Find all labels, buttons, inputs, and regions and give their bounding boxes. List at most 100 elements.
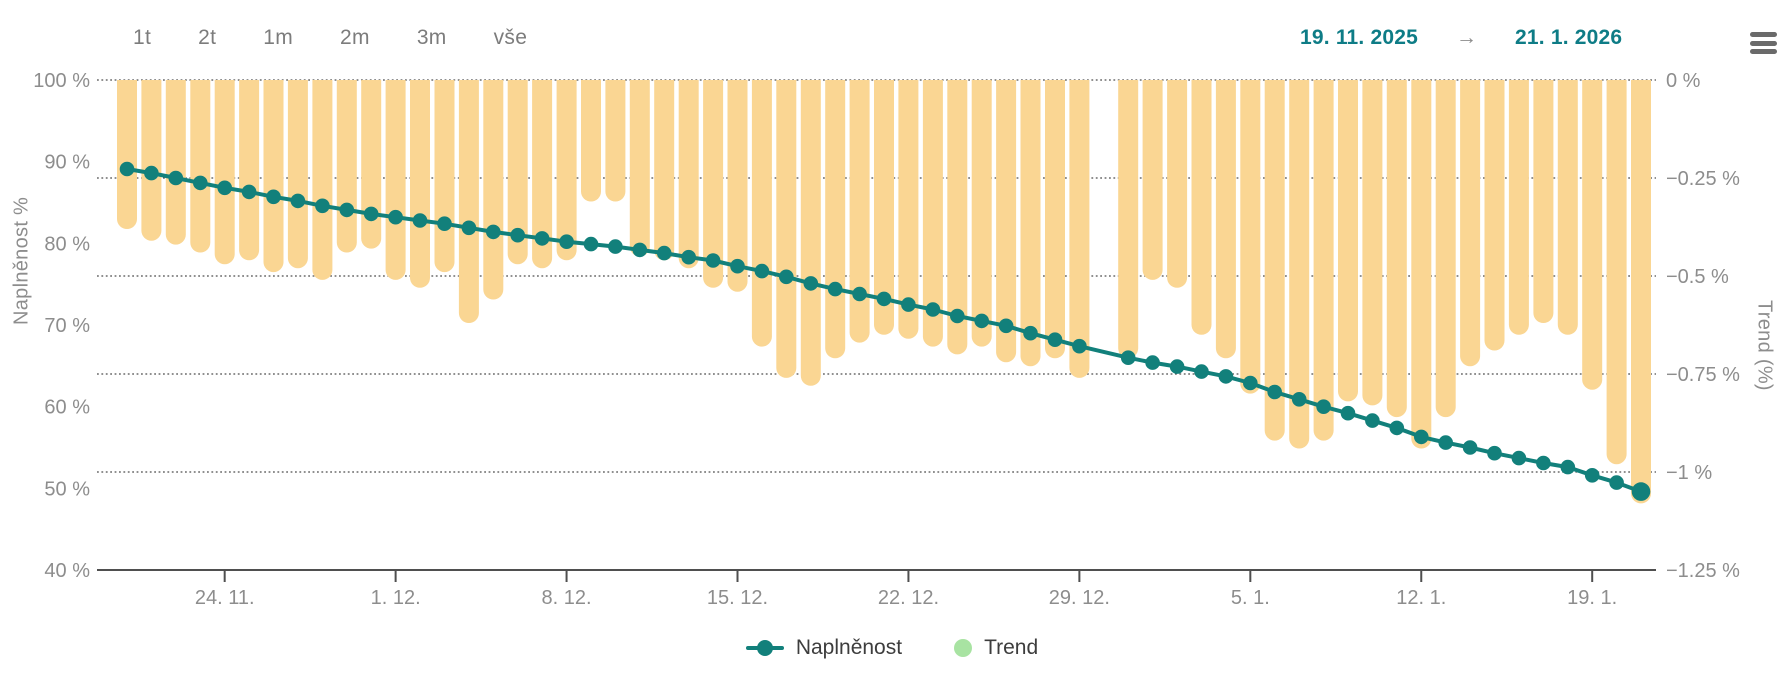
naplnenost-point[interactable] [1609, 475, 1624, 490]
naplnenost-point[interactable] [559, 234, 574, 249]
trend-bar[interactable] [1167, 80, 1188, 288]
legend-item-trend[interactable]: Trend [954, 636, 1038, 660]
trend-bar[interactable] [800, 80, 821, 386]
naplnenost-point[interactable] [730, 258, 745, 274]
naplnenost-point[interactable] [412, 213, 428, 228]
naplnenost-point[interactable] [925, 302, 941, 317]
naplnenost-point[interactable] [950, 308, 965, 324]
legend-item-naplnenost[interactable]: Naplněnost [745, 636, 902, 660]
trend-bar[interactable] [1460, 80, 1481, 367]
trend-bar[interactable] [581, 80, 601, 202]
naplnenost-point[interactable] [876, 291, 892, 307]
trend-bar[interactable] [1264, 80, 1285, 441]
trend-bar[interactable] [458, 80, 479, 324]
trend-bar[interactable] [312, 80, 333, 280]
trend-bar[interactable] [1484, 80, 1505, 351]
naplnenost-point[interactable] [241, 184, 257, 200]
naplnenost-point[interactable] [266, 189, 281, 205]
naplnenost-point[interactable] [1218, 369, 1234, 384]
hamburger-menu-icon[interactable] [1750, 32, 1778, 54]
trend-bar[interactable] [507, 80, 528, 265]
trend-bar[interactable] [1508, 80, 1529, 335]
trend-bar[interactable] [1118, 80, 1139, 359]
trend-bar[interactable] [483, 80, 504, 300]
trend-bar[interactable] [287, 80, 308, 269]
naplnenost-point[interactable] [217, 180, 232, 196]
naplnenost-point[interactable] [1316, 399, 1331, 415]
trend-bar[interactable] [434, 80, 455, 273]
naplnenost-point[interactable] [1169, 359, 1185, 374]
naplnenost-point[interactable] [901, 297, 916, 312]
naplnenost-point[interactable] [144, 165, 159, 181]
naplnenost-point[interactable] [363, 206, 379, 222]
trend-bar[interactable] [239, 80, 260, 261]
naplnenost-point[interactable] [1462, 440, 1478, 455]
trend-bar[interactable] [1020, 80, 1041, 367]
naplnenost-point[interactable] [632, 242, 648, 258]
range-button-vse[interactable]: vše [493, 26, 528, 49]
range-button-3m[interactable]: 3m [416, 26, 447, 49]
trend-bar[interactable] [703, 80, 724, 288]
trend-bar[interactable] [190, 80, 211, 253]
trend-bar[interactable] [1435, 80, 1456, 418]
naplnenost-point[interactable] [339, 202, 355, 218]
naplnenost-point[interactable] [1267, 384, 1282, 400]
naplnenost-point[interactable] [1631, 482, 1651, 501]
trend-bar[interactable] [947, 80, 968, 355]
trend-bar[interactable] [1631, 80, 1651, 504]
trend-bar[interactable] [1582, 80, 1603, 390]
trend-bar[interactable] [1606, 80, 1627, 465]
trend-bar[interactable] [1069, 80, 1090, 378]
trend-bar[interactable] [556, 80, 577, 261]
naplnenost-point[interactable] [583, 236, 599, 252]
naplnenost-point[interactable] [1560, 459, 1576, 475]
trend-bar[interactable] [629, 80, 650, 257]
trend-bar[interactable] [849, 80, 870, 343]
naplnenost-point[interactable] [388, 209, 403, 225]
trend-bar[interactable] [654, 80, 675, 261]
trend-bar[interactable] [1313, 80, 1334, 441]
naplnenost-point[interactable] [852, 286, 867, 302]
trend-bar[interactable] [1191, 80, 1212, 335]
naplnenost-point[interactable] [779, 269, 794, 285]
naplnenost-point[interactable] [1023, 325, 1038, 341]
naplnenost-point[interactable] [1536, 455, 1551, 471]
naplnenost-point[interactable] [119, 161, 135, 177]
trend-bar[interactable] [385, 80, 406, 280]
naplnenost-point[interactable] [608, 239, 623, 254]
naplnenost-point[interactable] [1120, 350, 1136, 366]
naplnenost-point[interactable] [168, 170, 184, 186]
naplnenost-point[interactable] [510, 227, 525, 243]
naplnenost-point[interactable] [1584, 468, 1600, 483]
naplnenost-point[interactable] [656, 245, 672, 261]
trend-bar[interactable] [141, 80, 162, 241]
naplnenost-point[interactable] [705, 253, 721, 268]
trend-bar[interactable] [1557, 80, 1578, 335]
date-from-input[interactable]: 19. 11. 2025 [1300, 26, 1419, 49]
trend-bar[interactable] [1240, 80, 1261, 394]
trend-bar[interactable] [1362, 80, 1383, 406]
naplnenost-point[interactable] [681, 249, 696, 265]
naplnenost-point[interactable] [1414, 429, 1429, 445]
naplnenost-point[interactable] [803, 276, 819, 291]
naplnenost-point[interactable] [1487, 445, 1502, 461]
trend-bar[interactable] [532, 80, 553, 269]
naplnenost-point[interactable] [1243, 375, 1258, 391]
trend-bar[interactable] [971, 80, 992, 347]
trend-bar[interactable] [117, 80, 137, 229]
naplnenost-point[interactable] [1365, 413, 1380, 428]
naplnenost-point[interactable] [998, 318, 1014, 334]
naplnenost-point[interactable] [1340, 405, 1356, 421]
trend-bar[interactable] [825, 80, 846, 359]
trend-bar[interactable] [605, 80, 626, 202]
trend-bar[interactable] [751, 80, 772, 347]
range-button-1m[interactable]: 1m [263, 26, 294, 49]
naplnenost-point[interactable] [1438, 435, 1453, 450]
trend-bar[interactable] [874, 80, 894, 335]
trend-bar[interactable] [1338, 80, 1358, 402]
naplnenost-point[interactable] [461, 220, 477, 236]
trend-bar[interactable] [727, 80, 748, 292]
naplnenost-point[interactable] [1047, 332, 1063, 348]
naplnenost-point[interactable] [1389, 420, 1405, 436]
trend-bar[interactable] [678, 80, 699, 269]
